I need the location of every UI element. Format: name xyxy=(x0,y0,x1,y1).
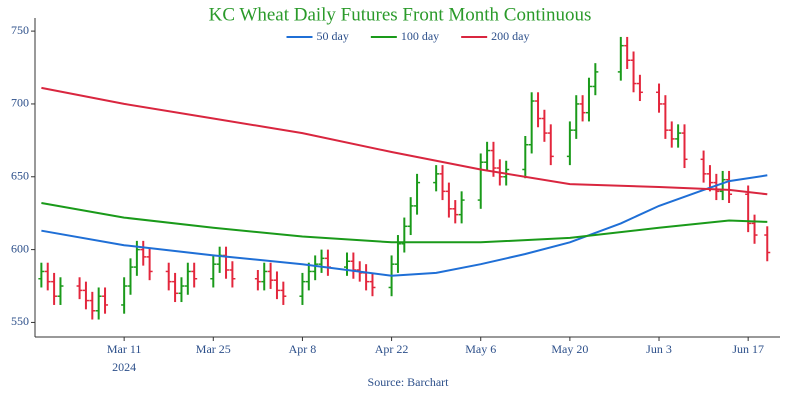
x-tick-label: May 20 xyxy=(551,342,588,356)
ma-line xyxy=(41,202,768,244)
x-tick-label: Jun 3 xyxy=(646,342,672,356)
x-tick-label: May 6 xyxy=(465,342,496,356)
x-tick-label: Mar 11 xyxy=(107,342,142,356)
chart-title: KC Wheat Daily Futures Front Month Conti… xyxy=(209,4,592,25)
legend-label: 200 day xyxy=(491,29,529,43)
y-tick-label: 700 xyxy=(11,96,29,110)
legend-label: 100 day xyxy=(401,29,439,43)
x-tick-label: Apr 8 xyxy=(289,342,317,356)
ma-line xyxy=(41,174,768,277)
x-year-label: 2024 xyxy=(112,360,136,374)
source-note: Source: Barchart xyxy=(368,375,450,389)
y-tick-label: 600 xyxy=(11,241,29,255)
y-tick-label: 550 xyxy=(11,314,29,328)
y-tick-label: 750 xyxy=(11,23,29,37)
y-tick-label: 650 xyxy=(11,169,29,183)
x-tick-label: Jun 17 xyxy=(732,342,764,356)
x-tick-label: Apr 22 xyxy=(375,342,409,356)
x-tick-label: Mar 25 xyxy=(196,342,231,356)
ma-line xyxy=(41,86,768,196)
legend-label: 50 day xyxy=(317,29,349,43)
